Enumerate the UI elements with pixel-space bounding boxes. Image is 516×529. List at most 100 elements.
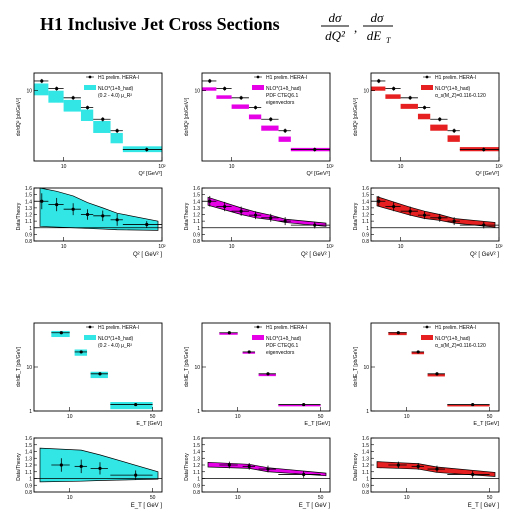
- y-tick-label: 1.3: [25, 206, 32, 212]
- y-tick-label: 1.5: [362, 443, 369, 449]
- y-tick-label: 0.9: [25, 483, 32, 489]
- theory-band: [39, 187, 159, 231]
- data-point: [55, 86, 59, 91]
- data-point: [416, 350, 420, 354]
- data-point: [482, 147, 486, 152]
- y-tick-label: 1.4: [193, 199, 200, 205]
- y-tick-label: 1.2: [25, 463, 32, 469]
- theory-band-bin: [216, 95, 232, 99]
- x-tick-label: 50: [487, 495, 493, 501]
- legend-entry-data: H1 prelim. HERA-I: [98, 75, 139, 81]
- x-axis-label: E_T [ GeV ]: [468, 503, 500, 509]
- y-tick-label: 1.1: [193, 470, 200, 476]
- y-tick-label: 0.8: [25, 239, 32, 245]
- data-point: [134, 473, 138, 477]
- x-axis-label: E_T [GeV]: [304, 421, 330, 427]
- x-tick-label: 10²: [495, 164, 503, 170]
- legend-entry-data: H1 prelim. HERA-I: [266, 75, 307, 81]
- y-axis-label: Data/Theory: [353, 453, 359, 481]
- y-tick-label: 1.1: [25, 219, 32, 225]
- theory-band-bin: [34, 83, 49, 96]
- y-tick-label: 1.1: [362, 470, 369, 476]
- legend-entry-theory: (0.2 - 4.0) μ_R²: [98, 343, 132, 349]
- legend-theory-swatch: [84, 335, 96, 340]
- y-axis-label: Data/Theory: [353, 202, 359, 230]
- data-point: [435, 372, 439, 376]
- data-point: [59, 331, 63, 335]
- legend-entry-theory: α_s(M_Z)=0.116-0.120: [435, 93, 486, 99]
- data-point: [377, 79, 381, 83]
- theory-band-bin: [63, 99, 81, 112]
- y-tick-label: 1.6: [25, 436, 32, 442]
- y-tick-label: 10: [26, 365, 32, 371]
- data-point: [101, 117, 105, 121]
- y-tick-label: 1.3: [193, 206, 200, 212]
- y-tick-label: 1.1: [193, 219, 200, 225]
- legend-entry-theory: PDF CTEQ6.1: [266, 93, 298, 99]
- legend-theory-swatch: [421, 85, 433, 90]
- theory-band-bin: [110, 402, 153, 410]
- data-point: [145, 147, 149, 152]
- y-axis-label: dσ/dE_T [pb/GeV]: [16, 346, 22, 387]
- plot-frame: [201, 72, 331, 162]
- data-point: [435, 467, 439, 471]
- data-point: [79, 464, 83, 468]
- legend-entry-theory: NLO*(1+δ_had): [266, 86, 301, 92]
- data-point: [98, 466, 102, 470]
- data-point: [269, 216, 273, 220]
- y-tick-label: 1.6: [25, 186, 32, 192]
- data-point: [98, 372, 102, 376]
- data-point: [422, 213, 427, 217]
- y-tick-label: 1: [366, 409, 369, 415]
- panel-et-magenta: 1 10 10 50E_T [GeV] dσ/dE_T [pb/GeV] H1 preli…: [184, 322, 330, 427]
- x-tick-label: 10: [398, 164, 404, 170]
- data-point: [79, 350, 83, 354]
- y-tick-label: 1.4: [193, 450, 200, 456]
- y-tick-label: 1.5: [25, 193, 32, 199]
- x-tick-label: 10: [67, 414, 73, 420]
- legend-entry-theory: (0.2 - 4.0) μ_R²: [98, 93, 132, 99]
- y-tick-label: 1.3: [25, 456, 32, 462]
- y-tick-label: 0.9: [193, 232, 200, 238]
- theory-band-bin: [93, 120, 111, 133]
- panel-et-ratio-red: 0.80.911.11.21.31.41.51.6 10 50 E_T [ GeV ]…: [353, 436, 500, 509]
- x-tick-label: 50: [318, 495, 324, 501]
- data-point: [266, 372, 270, 376]
- y-tick-label: 0.9: [25, 232, 32, 238]
- det-denominator: dE: [367, 28, 382, 43]
- y-tick-label: 1: [29, 409, 32, 415]
- legend-entry-theory: eigenvectors: [266, 350, 295, 356]
- data-point: [223, 86, 227, 91]
- y-tick-label: 1.3: [193, 456, 200, 462]
- legend: H1 prelim. HERA-I NLO*(1+δ_had)α_s(M_Z)=0…: [421, 75, 486, 99]
- data-point: [115, 129, 119, 133]
- theory-band-bin: [248, 114, 262, 120]
- data-point: [416, 464, 420, 468]
- data-point: [452, 129, 456, 133]
- y-tick-label: 10: [363, 89, 369, 95]
- y-tick-label: 1.6: [362, 436, 369, 442]
- y-tick-label: 1.2: [193, 213, 200, 219]
- y-tick-label: 1.3: [362, 206, 369, 212]
- data-point: [55, 202, 59, 207]
- data-point: [71, 96, 75, 100]
- data-point: [266, 467, 270, 471]
- x-axis-label: Q² [ GeV² ]: [301, 252, 330, 258]
- title-text: H1 Inclusive Jet Cross Sections: [40, 14, 280, 34]
- data-point: [408, 96, 412, 100]
- legend-entry-data: H1 prelim. HERA-I: [266, 325, 307, 331]
- y-tick-label: 0.9: [193, 483, 200, 489]
- legend: H1 prelim. HERA-I NLO*(1+δ_had)α_s(M_Z)=0…: [421, 325, 486, 349]
- theory-band-bin: [110, 132, 123, 144]
- data-point: [101, 214, 105, 218]
- y-axis-label: dσ/dQ² [pb/GeV²]: [184, 97, 190, 136]
- plot-frame: [33, 72, 163, 162]
- legend: H1 prelim. HERA-I NLO*(1+δ_had)PDF CTEQ6.…: [252, 75, 307, 106]
- x-axis-label: Q² [ GeV² ]: [470, 252, 499, 258]
- x-tick-label: 10: [235, 495, 241, 501]
- data-point: [134, 402, 138, 407]
- data-point: [392, 86, 396, 91]
